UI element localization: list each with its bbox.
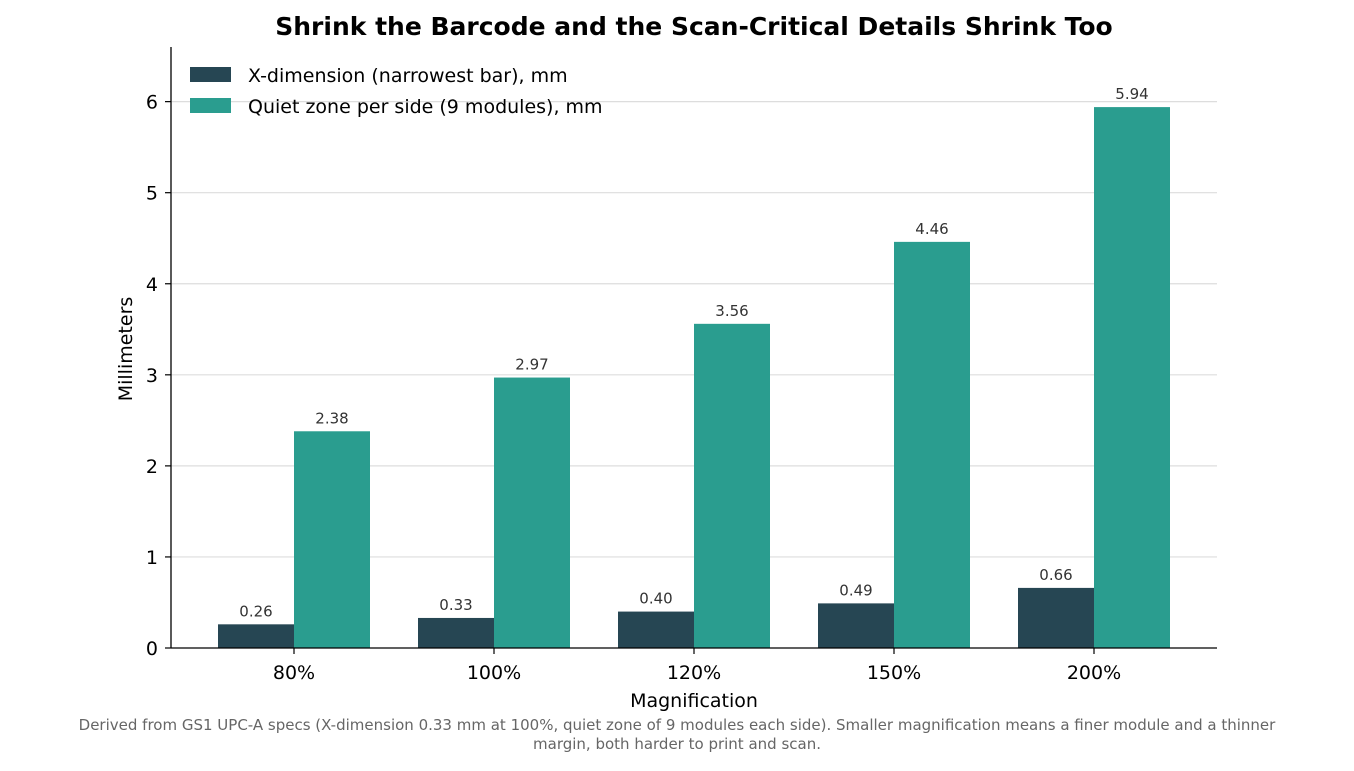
legend-label: Quiet zone per side (9 modules), mm	[248, 96, 603, 118]
y-tick-label: 5	[146, 183, 158, 205]
x-tick-label: 150%	[867, 662, 921, 684]
bar-value-labels: 0.26 2.38 0.33 2.97 0.40 3.56 0.49 4.46 0.66 5.94	[239, 85, 1148, 620]
bar	[494, 377, 570, 648]
bar	[1018, 587, 1094, 648]
bar	[894, 241, 970, 648]
bar-value-label: 2.97	[515, 356, 548, 374]
footnote-line: margin, both harder to print and scan.	[533, 735, 821, 753]
axes: 0 1 2 3 4 5 6 80% 100% 120% 150% 200%	[146, 47, 1217, 684]
bar-value-label: 0.33	[439, 596, 472, 614]
bar	[618, 611, 694, 648]
chart-title: Shrink the Barcode and the Scan-Critical…	[275, 12, 1112, 41]
x-axis-label: Magnification	[630, 690, 758, 712]
x-tick-label: 200%	[1067, 662, 1121, 684]
y-tick-label: 4	[146, 274, 158, 296]
chart-footnote: Derived from GS1 UPC-A specs (X-dimensio…	[0, 716, 1354, 754]
bar	[294, 431, 370, 648]
bar-value-label: 0.40	[639, 590, 672, 608]
y-tick-label: 2	[146, 456, 158, 478]
bar-value-label: 0.26	[239, 602, 272, 620]
bar	[818, 603, 894, 648]
y-axis-label: Millimeters	[115, 297, 137, 402]
y-tick-label: 6	[146, 92, 158, 114]
bar	[218, 624, 294, 648]
bar-value-label: 0.49	[839, 581, 872, 599]
legend-swatch	[190, 67, 231, 82]
bar-value-label: 2.38	[315, 409, 348, 427]
bar-value-label: 4.46	[915, 220, 948, 238]
bar	[694, 323, 770, 648]
x-tick-label: 100%	[467, 662, 521, 684]
x-tick-label: 80%	[273, 662, 315, 684]
footnote-line: Derived from GS1 UPC-A specs (X-dimensio…	[78, 716, 1276, 734]
legend: X-dimension (narrowest bar), mm Quiet zon…	[190, 65, 603, 118]
bar-value-label: 0.66	[1039, 566, 1072, 584]
bar	[1094, 107, 1170, 649]
y-tick-label: 0	[146, 638, 158, 660]
y-tick-label: 1	[146, 547, 158, 569]
y-tick-label: 3	[146, 365, 158, 387]
bar-value-label: 5.94	[1115, 85, 1148, 103]
bars	[218, 107, 1170, 649]
x-tick-label: 120%	[667, 662, 721, 684]
bar	[418, 617, 494, 648]
bar-value-label: 3.56	[715, 302, 748, 320]
legend-label: X-dimension (narrowest bar), mm	[248, 65, 568, 87]
legend-swatch	[190, 98, 231, 113]
